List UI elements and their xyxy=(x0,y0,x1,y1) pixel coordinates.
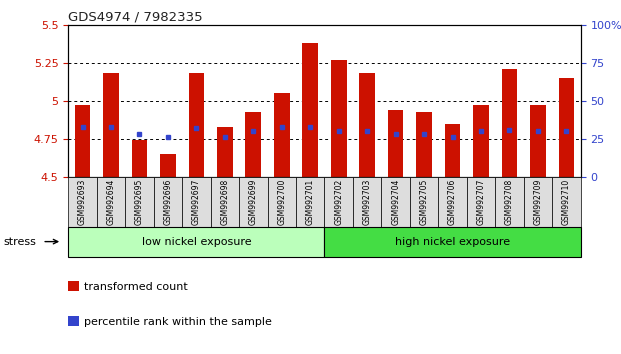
Bar xyxy=(245,112,261,177)
Text: GSM992703: GSM992703 xyxy=(363,178,371,225)
Bar xyxy=(502,69,517,177)
Text: GSM992696: GSM992696 xyxy=(163,178,173,225)
Text: GSM992706: GSM992706 xyxy=(448,178,457,225)
Text: GSM992705: GSM992705 xyxy=(420,178,428,225)
Bar xyxy=(416,112,432,177)
Bar xyxy=(360,74,375,177)
Text: GSM992707: GSM992707 xyxy=(476,178,486,225)
Bar xyxy=(189,74,204,177)
Bar xyxy=(530,105,546,177)
Text: GDS4974 / 7982335: GDS4974 / 7982335 xyxy=(68,11,203,24)
Bar xyxy=(388,110,404,177)
Text: GSM992708: GSM992708 xyxy=(505,179,514,225)
Bar xyxy=(217,127,233,177)
Text: stress: stress xyxy=(3,236,36,247)
Text: GSM992701: GSM992701 xyxy=(306,179,315,225)
Bar xyxy=(103,74,119,177)
Bar xyxy=(132,141,147,177)
Bar xyxy=(331,60,347,177)
Text: low nickel exposure: low nickel exposure xyxy=(142,236,252,247)
Text: GSM992697: GSM992697 xyxy=(192,178,201,225)
Text: GSM992694: GSM992694 xyxy=(107,178,116,225)
Text: percentile rank within the sample: percentile rank within the sample xyxy=(84,317,272,327)
Text: GSM992699: GSM992699 xyxy=(249,178,258,225)
Text: GSM992700: GSM992700 xyxy=(278,178,286,225)
Text: GSM992704: GSM992704 xyxy=(391,178,400,225)
Bar xyxy=(558,78,574,177)
Text: GSM992709: GSM992709 xyxy=(533,178,542,225)
Text: GSM992695: GSM992695 xyxy=(135,178,144,225)
Bar xyxy=(473,105,489,177)
Bar xyxy=(160,154,176,177)
Bar xyxy=(274,93,289,177)
Text: GSM992702: GSM992702 xyxy=(334,179,343,225)
Text: GSM992698: GSM992698 xyxy=(220,179,229,225)
Bar xyxy=(75,105,91,177)
Text: GSM992693: GSM992693 xyxy=(78,178,87,225)
Bar xyxy=(302,43,318,177)
Bar xyxy=(445,124,460,177)
Text: GSM992710: GSM992710 xyxy=(562,179,571,225)
Text: transformed count: transformed count xyxy=(84,282,188,292)
Text: high nickel exposure: high nickel exposure xyxy=(395,236,510,247)
